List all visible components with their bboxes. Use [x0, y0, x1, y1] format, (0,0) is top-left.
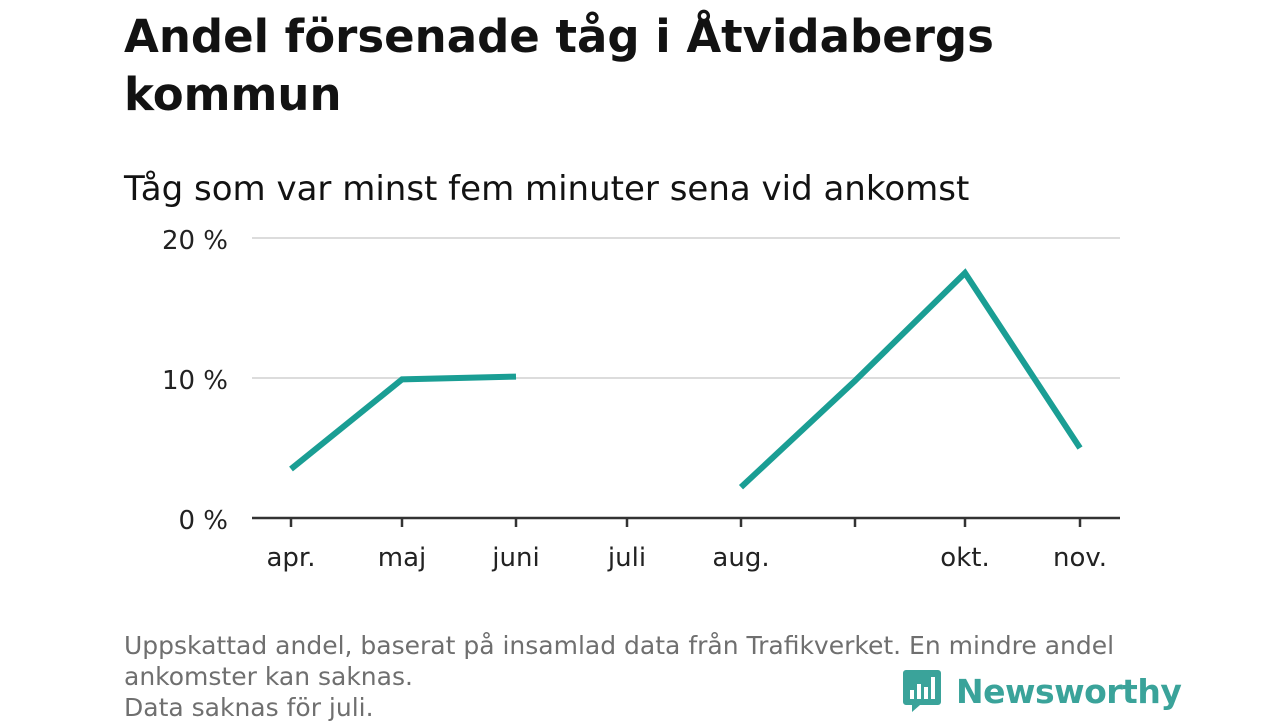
x-axis — [252, 516, 1120, 527]
y-tick-label: 10 % — [162, 366, 228, 396]
newsworthy-chart-icon — [903, 670, 941, 712]
x-tick-label: okt. — [940, 543, 989, 573]
x-tick-label: maj — [378, 543, 426, 573]
footnote-line-3: Data saknas för juli. — [124, 693, 374, 722]
footnote-line-1: Uppskattad andel, baserat på insamlad da… — [124, 631, 1115, 660]
x-axis-labels: apr. maj juni juli aug. okt. nov. — [266, 543, 1107, 573]
x-tick-label: nov. — [1053, 543, 1107, 573]
chart-title: Andel försenade tåg i Åtvidabergs kommun — [124, 10, 994, 121]
footnote-line-2: ankomster kan saknas. — [124, 662, 413, 691]
grid-lines — [252, 237, 1120, 379]
chart-subtitle: Tåg som var minst fem minuter sena vid a… — [124, 169, 970, 209]
logo-text: Newsworthy — [956, 671, 1182, 711]
line-chart: 0 % 10 % 20 % apr. maj juni juli aug. okt. nov. — [162, 226, 1120, 573]
x-tick-label: juli — [607, 543, 646, 573]
y-axis-labels: 0 % 10 % 20 % — [162, 226, 228, 536]
series-lines — [289, 268, 1083, 490]
series-line — [289, 373, 517, 472]
y-tick-label: 0 % — [178, 506, 228, 536]
y-tick-label: 20 % — [162, 226, 228, 256]
footnote: Uppskattad andel, baserat på insamlad da… — [124, 630, 1164, 723]
series-line — [738, 268, 1083, 490]
x-tick-label: apr. — [266, 543, 315, 573]
x-tick-label: aug. — [712, 543, 769, 573]
newsworthy-logo: Newsworthy — [902, 668, 1182, 714]
x-tick-label: juni — [491, 543, 539, 573]
